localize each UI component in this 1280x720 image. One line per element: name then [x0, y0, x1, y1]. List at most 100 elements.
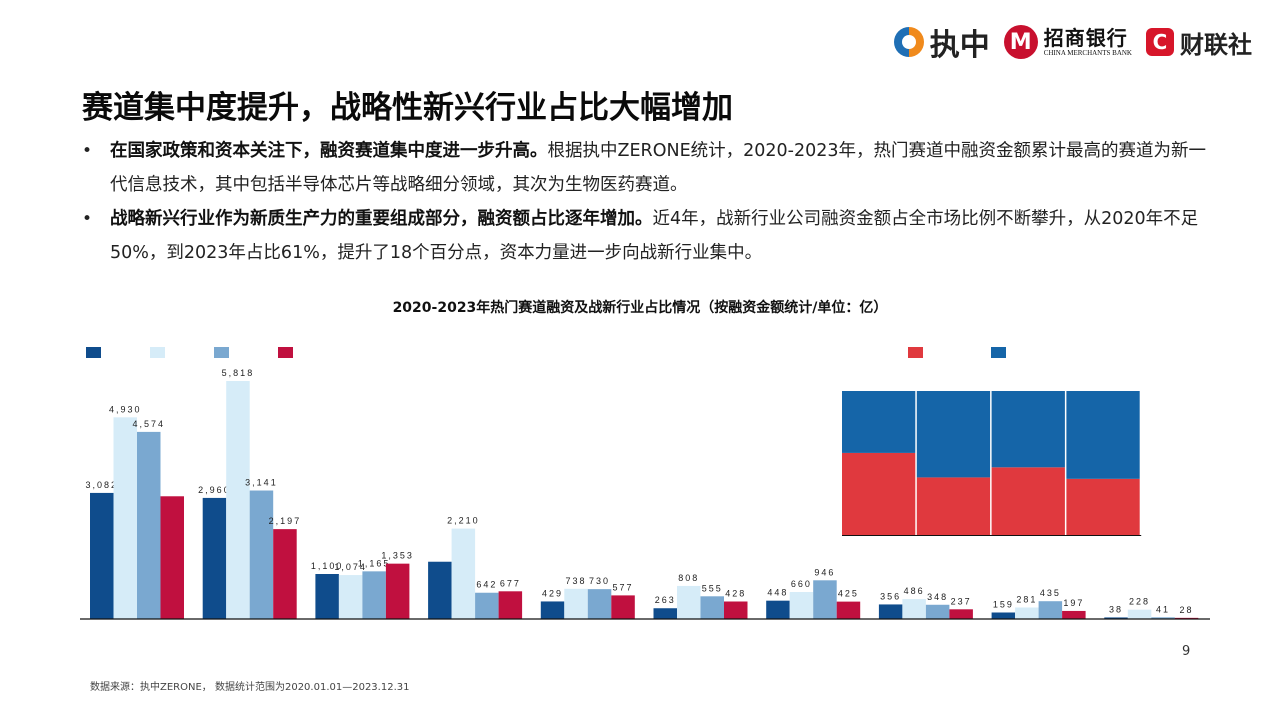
bar	[338, 575, 363, 619]
zerone-logo-text: 执中	[929, 28, 990, 63]
bar	[653, 608, 677, 619]
bar-data-label: 4,574	[132, 419, 165, 429]
bar	[587, 589, 612, 619]
chart-title: 2020-2023年热门赛道融资及战新行业占比情况（按融资金额统计/单位：亿）	[392, 300, 888, 316]
bar-data-label: 348	[927, 592, 948, 602]
bullet-item: • 战略新兴行业作为新质生产力的重要组成部分，融资额占比逐年增加。近4年，战新行…	[82, 202, 1212, 270]
bar	[1062, 610, 1086, 619]
bar	[540, 601, 565, 619]
bar	[949, 609, 973, 619]
bar-data-label: 946	[814, 567, 835, 577]
bar-data-label: 228	[1129, 597, 1150, 607]
bar-data-label: 41	[1156, 604, 1170, 614]
bar	[902, 599, 926, 619]
zerone-logo-icon	[893, 27, 924, 57]
bar	[273, 529, 297, 619]
bar-data-label: 555	[702, 583, 723, 593]
bar	[202, 497, 227, 619]
bar	[878, 604, 903, 619]
bar	[451, 528, 476, 619]
cmb-logo-en: CHINA MERCHANTS BANK	[1043, 48, 1132, 57]
cls-logo-text: 财联社	[1180, 30, 1252, 59]
bullet-text: 近4年，战新行业公司融资金额占全市场比例不断攀升，从2020年不足50%，到20…	[110, 209, 1199, 263]
bar	[1104, 617, 1128, 619]
bar-data-label: 237	[951, 596, 972, 606]
bar-data-label: 738	[566, 576, 587, 586]
stacked-bar-segment	[916, 391, 991, 478]
cls-logo: C 财联社	[1146, 25, 1252, 60]
bar	[113, 417, 137, 619]
bar-data-label: 1,165	[358, 558, 391, 568]
bar	[475, 592, 499, 619]
source-note: 数据来源：执中ZERONE， 数据统计范围为2020.01.01—2023.12…	[90, 682, 410, 693]
stacked-bar-segment	[842, 391, 916, 453]
bar	[724, 601, 748, 619]
bullet-text: 根据执中ZERONE统计，2020-2023年，热门赛道中融资金额累计最高的赛道…	[110, 141, 1207, 195]
bar-data-label: 577	[613, 582, 634, 592]
logo-bar: 执中 M 招商银行 CHINA MERCHANTS BANK C 财联社	[893, 20, 1252, 64]
bar-data-label: 486	[904, 586, 925, 596]
bar-data-label: 5,818	[222, 368, 255, 378]
legend-swatch	[991, 347, 1006, 358]
bar-data-label: 677	[500, 578, 521, 588]
bar-data-label: 3,141	[245, 478, 278, 488]
zerone-logo: 执中	[893, 20, 990, 64]
bar-data-label: 1,100	[311, 561, 344, 571]
bar	[428, 561, 452, 619]
bar-data-label: 197	[1063, 598, 1084, 608]
bullet-bold: 在国家政策和资本关注下，融资赛道集中度进一步升高。	[110, 141, 548, 161]
bar	[677, 585, 701, 619]
bar-data-label: 28	[1180, 605, 1194, 615]
bullet-list: • 在国家政策和资本关注下，融资赛道集中度进一步升高。根据执中ZERONE统计，…	[82, 134, 1212, 270]
bar-data-label: 356	[880, 591, 901, 601]
bar	[564, 588, 588, 619]
cls-logo-icon: C	[1146, 28, 1174, 56]
bar-data-label: 425	[838, 589, 859, 599]
bar-data-label: 660	[791, 579, 812, 589]
cmb-logo-cn: 招商银行	[1043, 25, 1128, 50]
bar	[1127, 609, 1152, 619]
bar	[766, 600, 790, 619]
bar	[1038, 601, 1063, 619]
legend-swatch	[150, 347, 165, 358]
bar	[385, 563, 410, 619]
bar-data-label: 2,210	[447, 516, 480, 526]
bar	[1015, 607, 1039, 619]
bar	[137, 431, 161, 619]
stacked-bar-segment	[842, 452, 916, 535]
bar	[789, 592, 814, 619]
bar-data-label: 159	[993, 599, 1014, 609]
bar	[925, 604, 950, 619]
legend-swatch	[278, 347, 293, 358]
bar-data-label: 2,960	[198, 485, 231, 495]
bar-data-label: 4,930	[109, 404, 142, 414]
stacked-bar-segment	[991, 391, 1065, 468]
bar-data-label: 448	[767, 588, 788, 598]
page-title: 赛道集中度提升，战略性新兴行业占比大幅增加	[82, 90, 733, 126]
legend-swatch	[908, 347, 923, 358]
stacked-bar-segment	[1066, 391, 1140, 479]
legend-swatch	[214, 347, 229, 358]
bar	[160, 496, 184, 619]
bar-data-label: 263	[655, 595, 676, 605]
bar-data-label: 281	[1016, 595, 1037, 605]
bar	[700, 596, 724, 619]
bar	[1151, 617, 1175, 619]
bar	[362, 571, 386, 619]
bar	[813, 580, 837, 619]
bar	[836, 601, 861, 619]
bar-data-label: 429	[542, 588, 563, 598]
stacked-bar-segment	[991, 467, 1065, 535]
bar-data-label: 3,082	[85, 480, 118, 490]
bar	[249, 490, 274, 619]
bullet-bold: 战略新兴行业作为新质生产力的重要组成部分，融资额占比逐年增加。	[110, 209, 653, 229]
bar	[315, 574, 339, 619]
bar-data-label: 2,197	[269, 516, 302, 526]
bar-data-label: 38	[1109, 604, 1123, 614]
cmb-logo: M 招商银行 CHINA MERCHANTS BANK	[1003, 25, 1132, 59]
bar-data-label: 428	[725, 588, 746, 598]
bar	[90, 492, 114, 619]
bar-data-label: 1,074	[334, 562, 367, 572]
bar	[991, 612, 1016, 619]
cmb-logo-icon: M	[1003, 25, 1038, 59]
